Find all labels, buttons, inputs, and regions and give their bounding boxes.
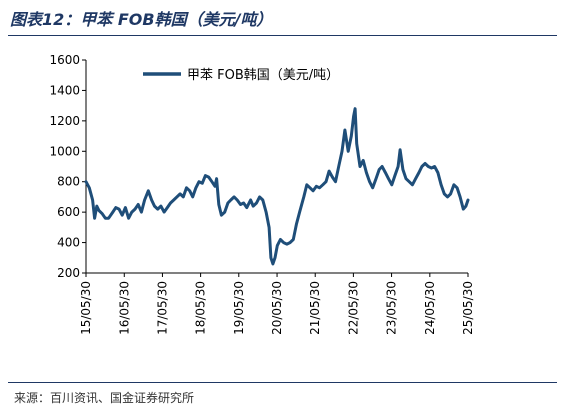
- series-layer: [84, 107, 470, 266]
- title-rule: [8, 35, 557, 36]
- x-tick-label: 15/05/30: [79, 281, 93, 335]
- x-tick-label: 19/05/30: [232, 281, 246, 335]
- source-rule: [8, 382, 557, 383]
- source-note: 来源：百川资讯、国金证券研究所: [14, 391, 195, 405]
- x-tick-label: 23/05/30: [385, 281, 399, 335]
- y-tick-label: 600: [57, 205, 80, 219]
- x-tick-label: 16/05/30: [117, 281, 131, 335]
- x-tick-label: 20/05/30: [270, 281, 284, 335]
- y-tick-label: 800: [57, 175, 80, 189]
- legend-label: 甲苯 FOB韩国（美元/吨）: [187, 68, 339, 83]
- series-line: [84, 107, 470, 266]
- y-tick-label: 1600: [49, 53, 80, 67]
- x-tick-label: 22/05/30: [346, 281, 360, 335]
- y-axis: 200 400 600 800 1000 1200 1400 1600: [49, 53, 87, 280]
- x-tick-label: 21/05/30: [308, 281, 322, 335]
- x-axis: 15/05/30 16/05/30 17/05/30 18/05/30 19/05/30…: [79, 272, 475, 335]
- y-tick-label: 200: [57, 266, 80, 280]
- figure-title: 图表12：甲苯 FOB韩国（美元/吨）: [10, 10, 273, 29]
- legend: 甲苯 FOB韩国（美元/吨）: [143, 68, 339, 83]
- y-tick-label: 1000: [49, 144, 80, 158]
- x-tick-label: 17/05/30: [155, 281, 169, 335]
- x-tick-label: 18/05/30: [194, 281, 208, 335]
- line-chart: 200 400 600 800 1000 1200 1400 1600 15/05/30 16/…: [49, 53, 475, 335]
- x-tick-label: 25/05/30: [461, 281, 475, 335]
- y-tick-label: 400: [57, 236, 80, 250]
- x-tick-label: 24/05/30: [423, 281, 437, 335]
- y-tick-label: 1200: [49, 114, 80, 128]
- y-tick-label: 1400: [49, 83, 80, 97]
